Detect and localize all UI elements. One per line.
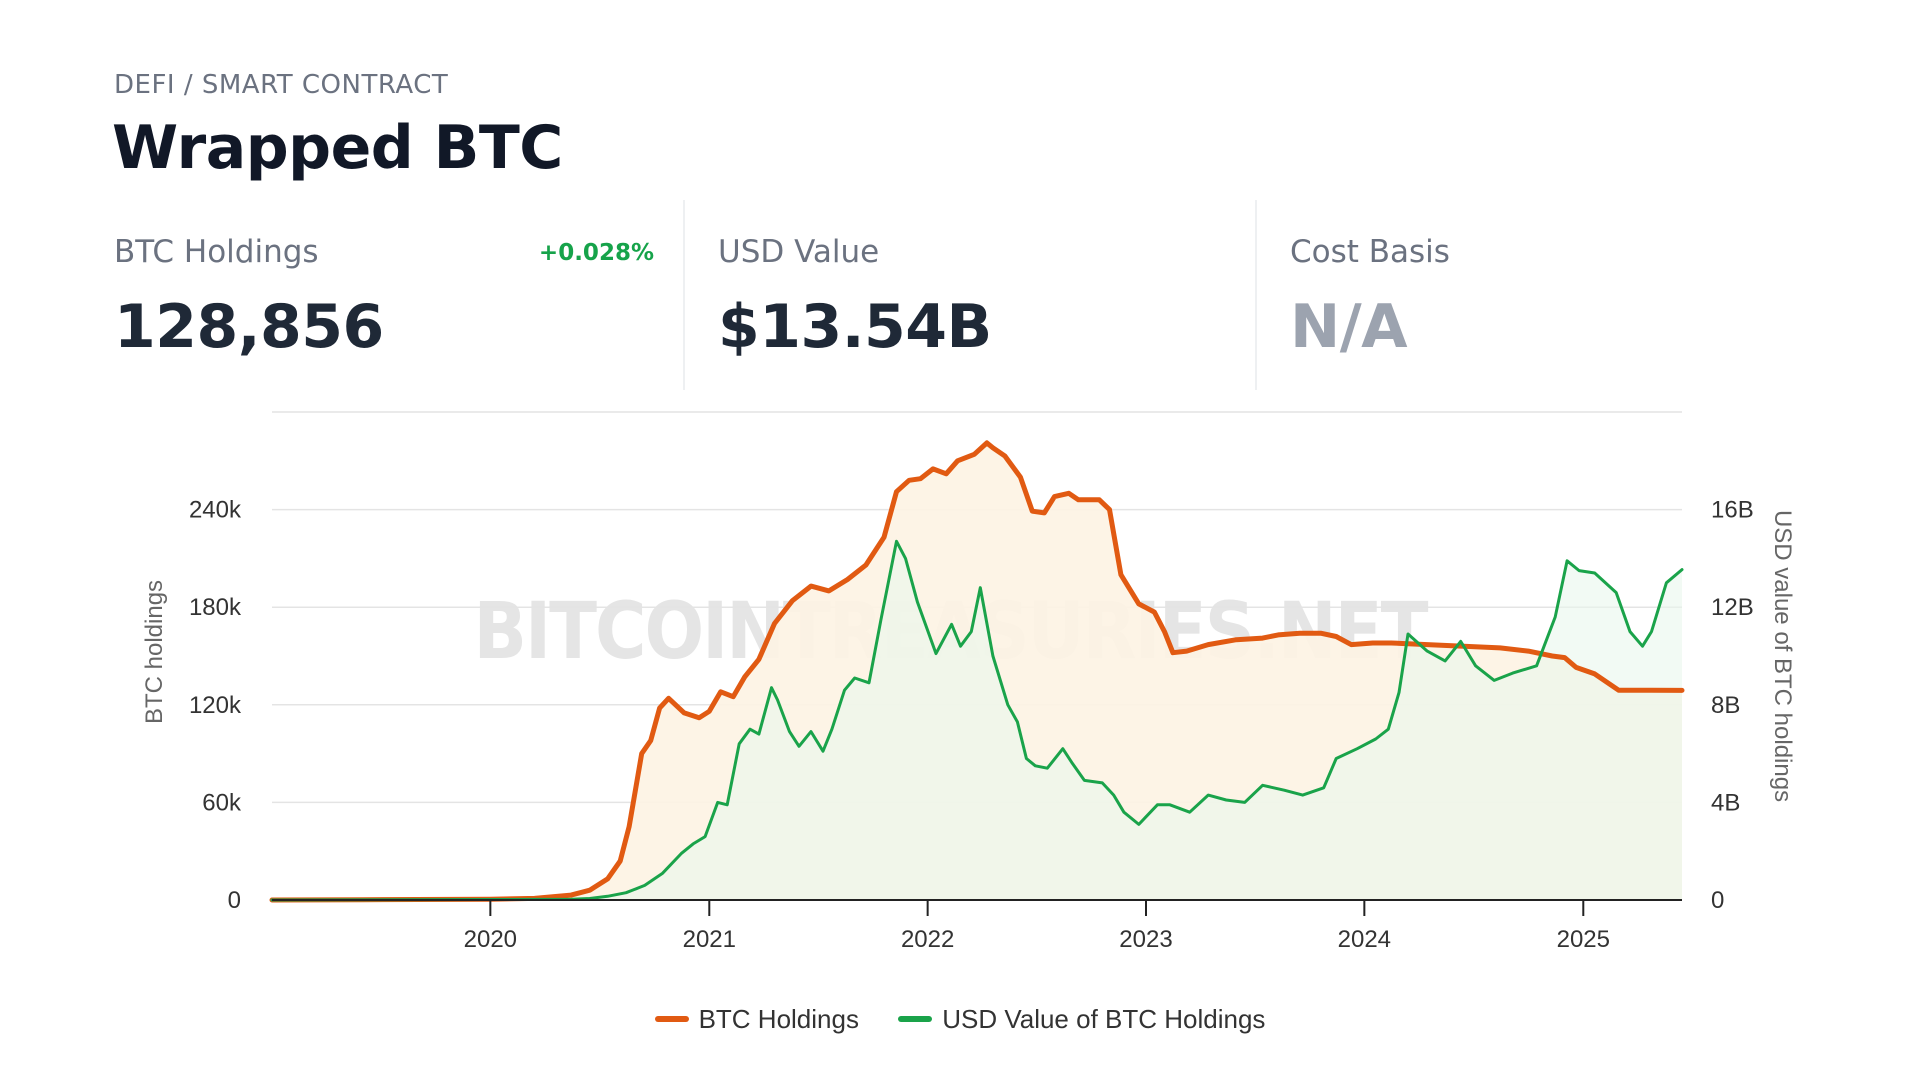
stat-cost-basis-label: Cost Basis	[1290, 234, 1450, 270]
legend-label-btc: BTC Holdings	[698, 1003, 859, 1034]
legend-item-usd[interactable]: USD Value of BTC Holdings	[898, 1004, 1265, 1035]
legend-swatch-btc	[654, 1016, 689, 1022]
btc-holdings-line[interactable]	[269, 440, 1685, 903]
usd-value-line[interactable]	[270, 539, 1684, 902]
y-right-tick-label: 0	[1711, 887, 1724, 914]
x-tick-label: 2023	[1119, 926, 1172, 953]
y-right-tick-label: 16B	[1711, 497, 1754, 524]
stat-btc-holdings: BTC Holdings +0.028% 128,856	[114, 200, 654, 390]
y-right-tick-label: 12B	[1711, 594, 1754, 621]
y-right-tick-label: 8B	[1711, 692, 1740, 719]
stat-usd-value-label: USD Value	[718, 234, 880, 270]
y-left-tick-label: 240k	[189, 497, 242, 524]
y-left-axis-title: BTC holdings	[141, 580, 168, 724]
y-right-tick-label: 4B	[1711, 789, 1740, 816]
stat-cost-basis: Cost Basis N/A	[1290, 200, 1810, 390]
legend-label-usd: USD Value of BTC Holdings	[942, 1003, 1266, 1034]
holdings-chart: BITCOINTREASURIES.NET 060k120k180k240k04…	[141, 411, 1796, 953]
stat-btc-holdings-value: 128,856	[114, 292, 384, 362]
chart-legend: BTC Holdings USD Value of BTC Holdings	[0, 998, 1920, 1035]
y-left-tick-label: 120k	[189, 692, 242, 719]
stat-cost-basis-value: N/A	[1290, 292, 1408, 362]
stat-divider	[683, 200, 685, 390]
y-left-tick-label: 0	[228, 887, 241, 914]
x-tick-label: 2020	[464, 926, 517, 953]
x-tick-label: 2024	[1338, 926, 1391, 953]
x-tick-label: 2022	[901, 926, 954, 953]
stat-btc-holdings-label: BTC Holdings	[114, 234, 319, 270]
x-tick-label: 2025	[1557, 926, 1610, 953]
page-title: Wrapped BTC	[112, 113, 563, 183]
legend-item-btc[interactable]: BTC Holdings	[654, 1003, 859, 1035]
x-tick-label: 2021	[683, 926, 736, 953]
y-left-tick-label: 60k	[202, 789, 242, 816]
stat-usd-value: USD Value $13.54B	[718, 200, 1238, 390]
category-label: DEFI / SMART CONTRACT	[114, 70, 449, 100]
stat-divider	[1255, 200, 1257, 390]
y-right-axis-title: USD value of BTC holdings	[1769, 510, 1796, 802]
stat-btc-holdings-change: +0.028%	[538, 240, 654, 266]
stat-usd-value-value: $13.54B	[718, 292, 992, 362]
y-left-tick-label: 180k	[189, 594, 242, 621]
legend-swatch-usd	[898, 1016, 933, 1022]
usd-value-area	[272, 541, 1682, 900]
